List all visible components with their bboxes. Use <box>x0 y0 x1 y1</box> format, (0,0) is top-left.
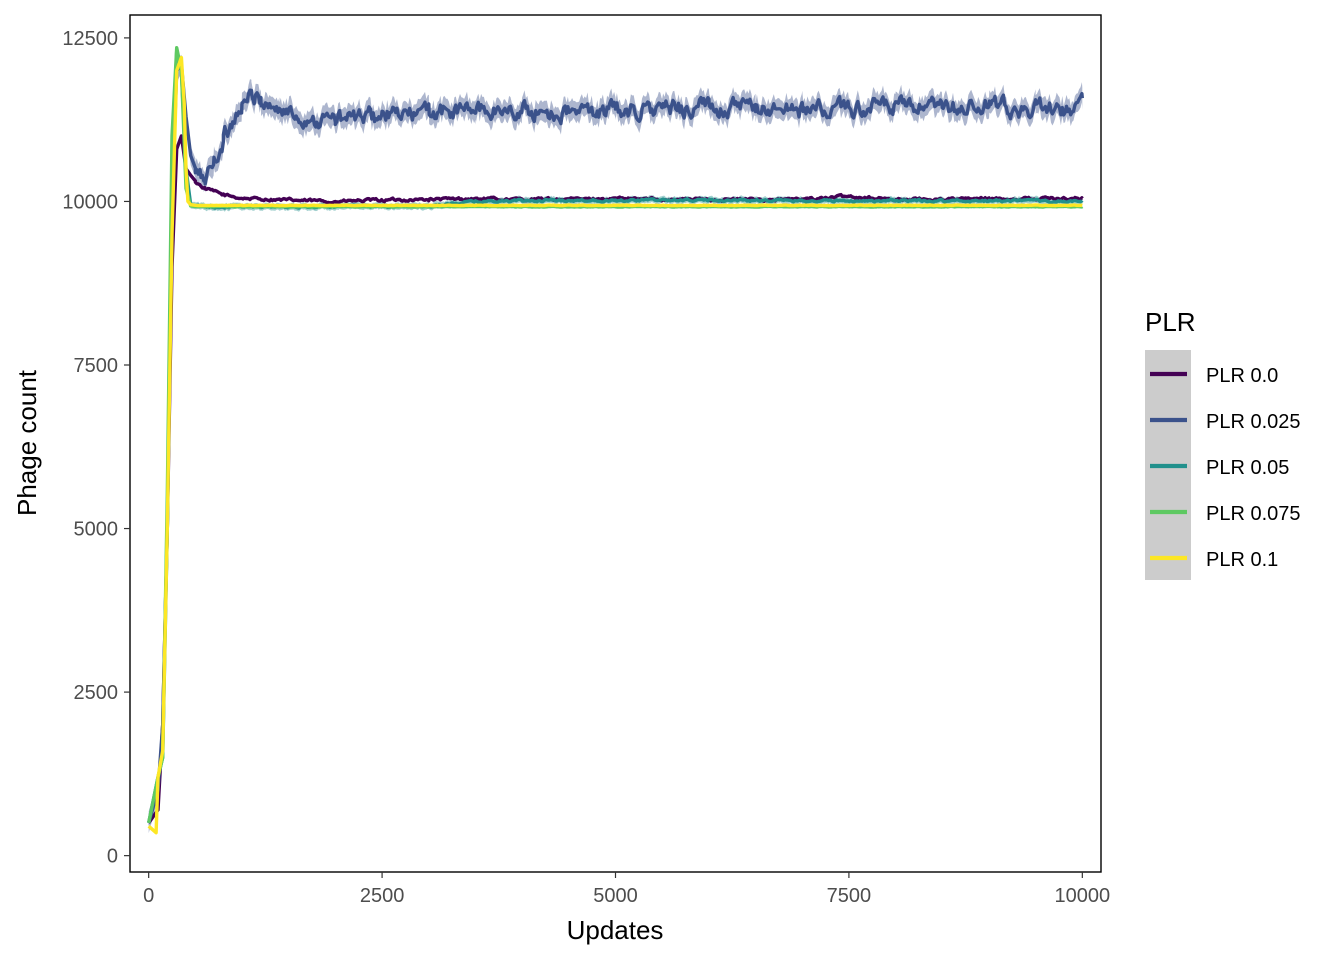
x-tick-label: 10000 <box>1055 885 1111 907</box>
confidence-bands <box>148 47 1083 834</box>
legend-label: PLR 0.05 <box>1206 457 1289 479</box>
panel-background <box>130 15 1101 872</box>
x-tick-label: 2500 <box>360 885 405 907</box>
y-tick-label: 2500 <box>74 682 119 704</box>
legend-title: PLR <box>1145 307 1196 337</box>
legend-label: PLR 0.075 <box>1206 503 1301 525</box>
y-axis: 0 2500 5000 7500 10000 12500 <box>62 28 130 868</box>
legend-items: PLR 0.0 PLR 0.025 PLR 0.05 PLR 0.075 PLR 0.1 <box>1150 365 1301 571</box>
series-lines <box>147 46 1084 835</box>
y-tick-label: 7500 <box>74 355 119 377</box>
y-tick-label: 12500 <box>62 28 118 50</box>
y-tick-label: 5000 <box>74 519 119 541</box>
legend-label: PLR 0.1 <box>1206 549 1278 571</box>
x-axis-title: Updates <box>567 915 664 945</box>
x-axis: 0 2500 5000 7500 10000 <box>143 872 1110 907</box>
plot-area <box>129 14 1102 873</box>
band-plr-0-05 <box>148 47 1083 827</box>
x-tick-label: 5000 <box>593 885 638 907</box>
legend-label: PLR 0.0 <box>1206 365 1278 387</box>
x-tick-label: 7500 <box>827 885 872 907</box>
y-tick-label: 10000 <box>62 191 118 213</box>
y-axis-title: Phage count <box>12 369 42 516</box>
line-plr-0-025 <box>147 62 1084 824</box>
legend-label: PLR 0.025 <box>1206 411 1301 433</box>
line-plr-0-1 <box>147 55 1084 835</box>
y-tick-label: 0 <box>107 846 118 868</box>
x-tick-label: 0 <box>143 885 154 907</box>
